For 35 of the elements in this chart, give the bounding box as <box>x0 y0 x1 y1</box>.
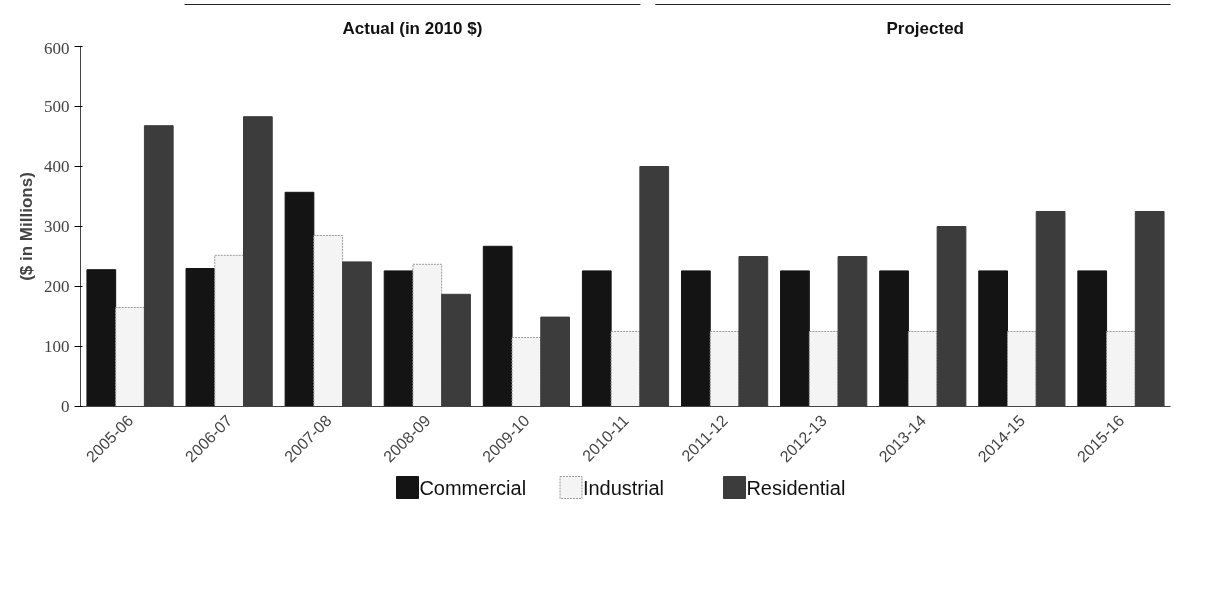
y-tick-label: 0 <box>61 397 70 416</box>
text: Projected <box>886 19 964 38</box>
bar <box>581 270 612 407</box>
bar <box>1106 331 1136 407</box>
legend-label: Industrial <box>582 476 665 499</box>
bar <box>185 268 216 407</box>
bar <box>313 235 344 407</box>
legend-label: Residential <box>746 476 846 499</box>
text: Actual (in 2010 $) <box>342 19 483 38</box>
y-tick-label: 200 <box>44 277 70 296</box>
bar <box>1007 331 1037 407</box>
bar <box>879 270 909 407</box>
bar <box>284 191 315 407</box>
bar <box>482 245 513 407</box>
bar <box>511 337 542 407</box>
bar <box>86 269 117 407</box>
bar <box>680 270 711 407</box>
y-axis-title: ($ in Millions) <box>17 172 36 281</box>
bar <box>383 270 414 407</box>
bar <box>115 307 145 407</box>
bar <box>412 263 443 407</box>
legend-label: Commercial <box>419 476 527 499</box>
bar <box>907 331 938 407</box>
y-tick-label: 300 <box>44 217 70 236</box>
bar <box>978 270 1008 407</box>
bar <box>780 270 810 407</box>
bar <box>709 331 740 407</box>
bar <box>214 254 244 407</box>
bar <box>808 331 839 407</box>
bar <box>610 331 641 407</box>
bar <box>1077 270 1108 407</box>
y-tick-label: 100 <box>44 337 70 356</box>
y-tick-label: 400 <box>44 157 70 176</box>
y-tick-label: 500 <box>44 97 70 116</box>
y-tick-label: 600 <box>44 38 70 58</box>
